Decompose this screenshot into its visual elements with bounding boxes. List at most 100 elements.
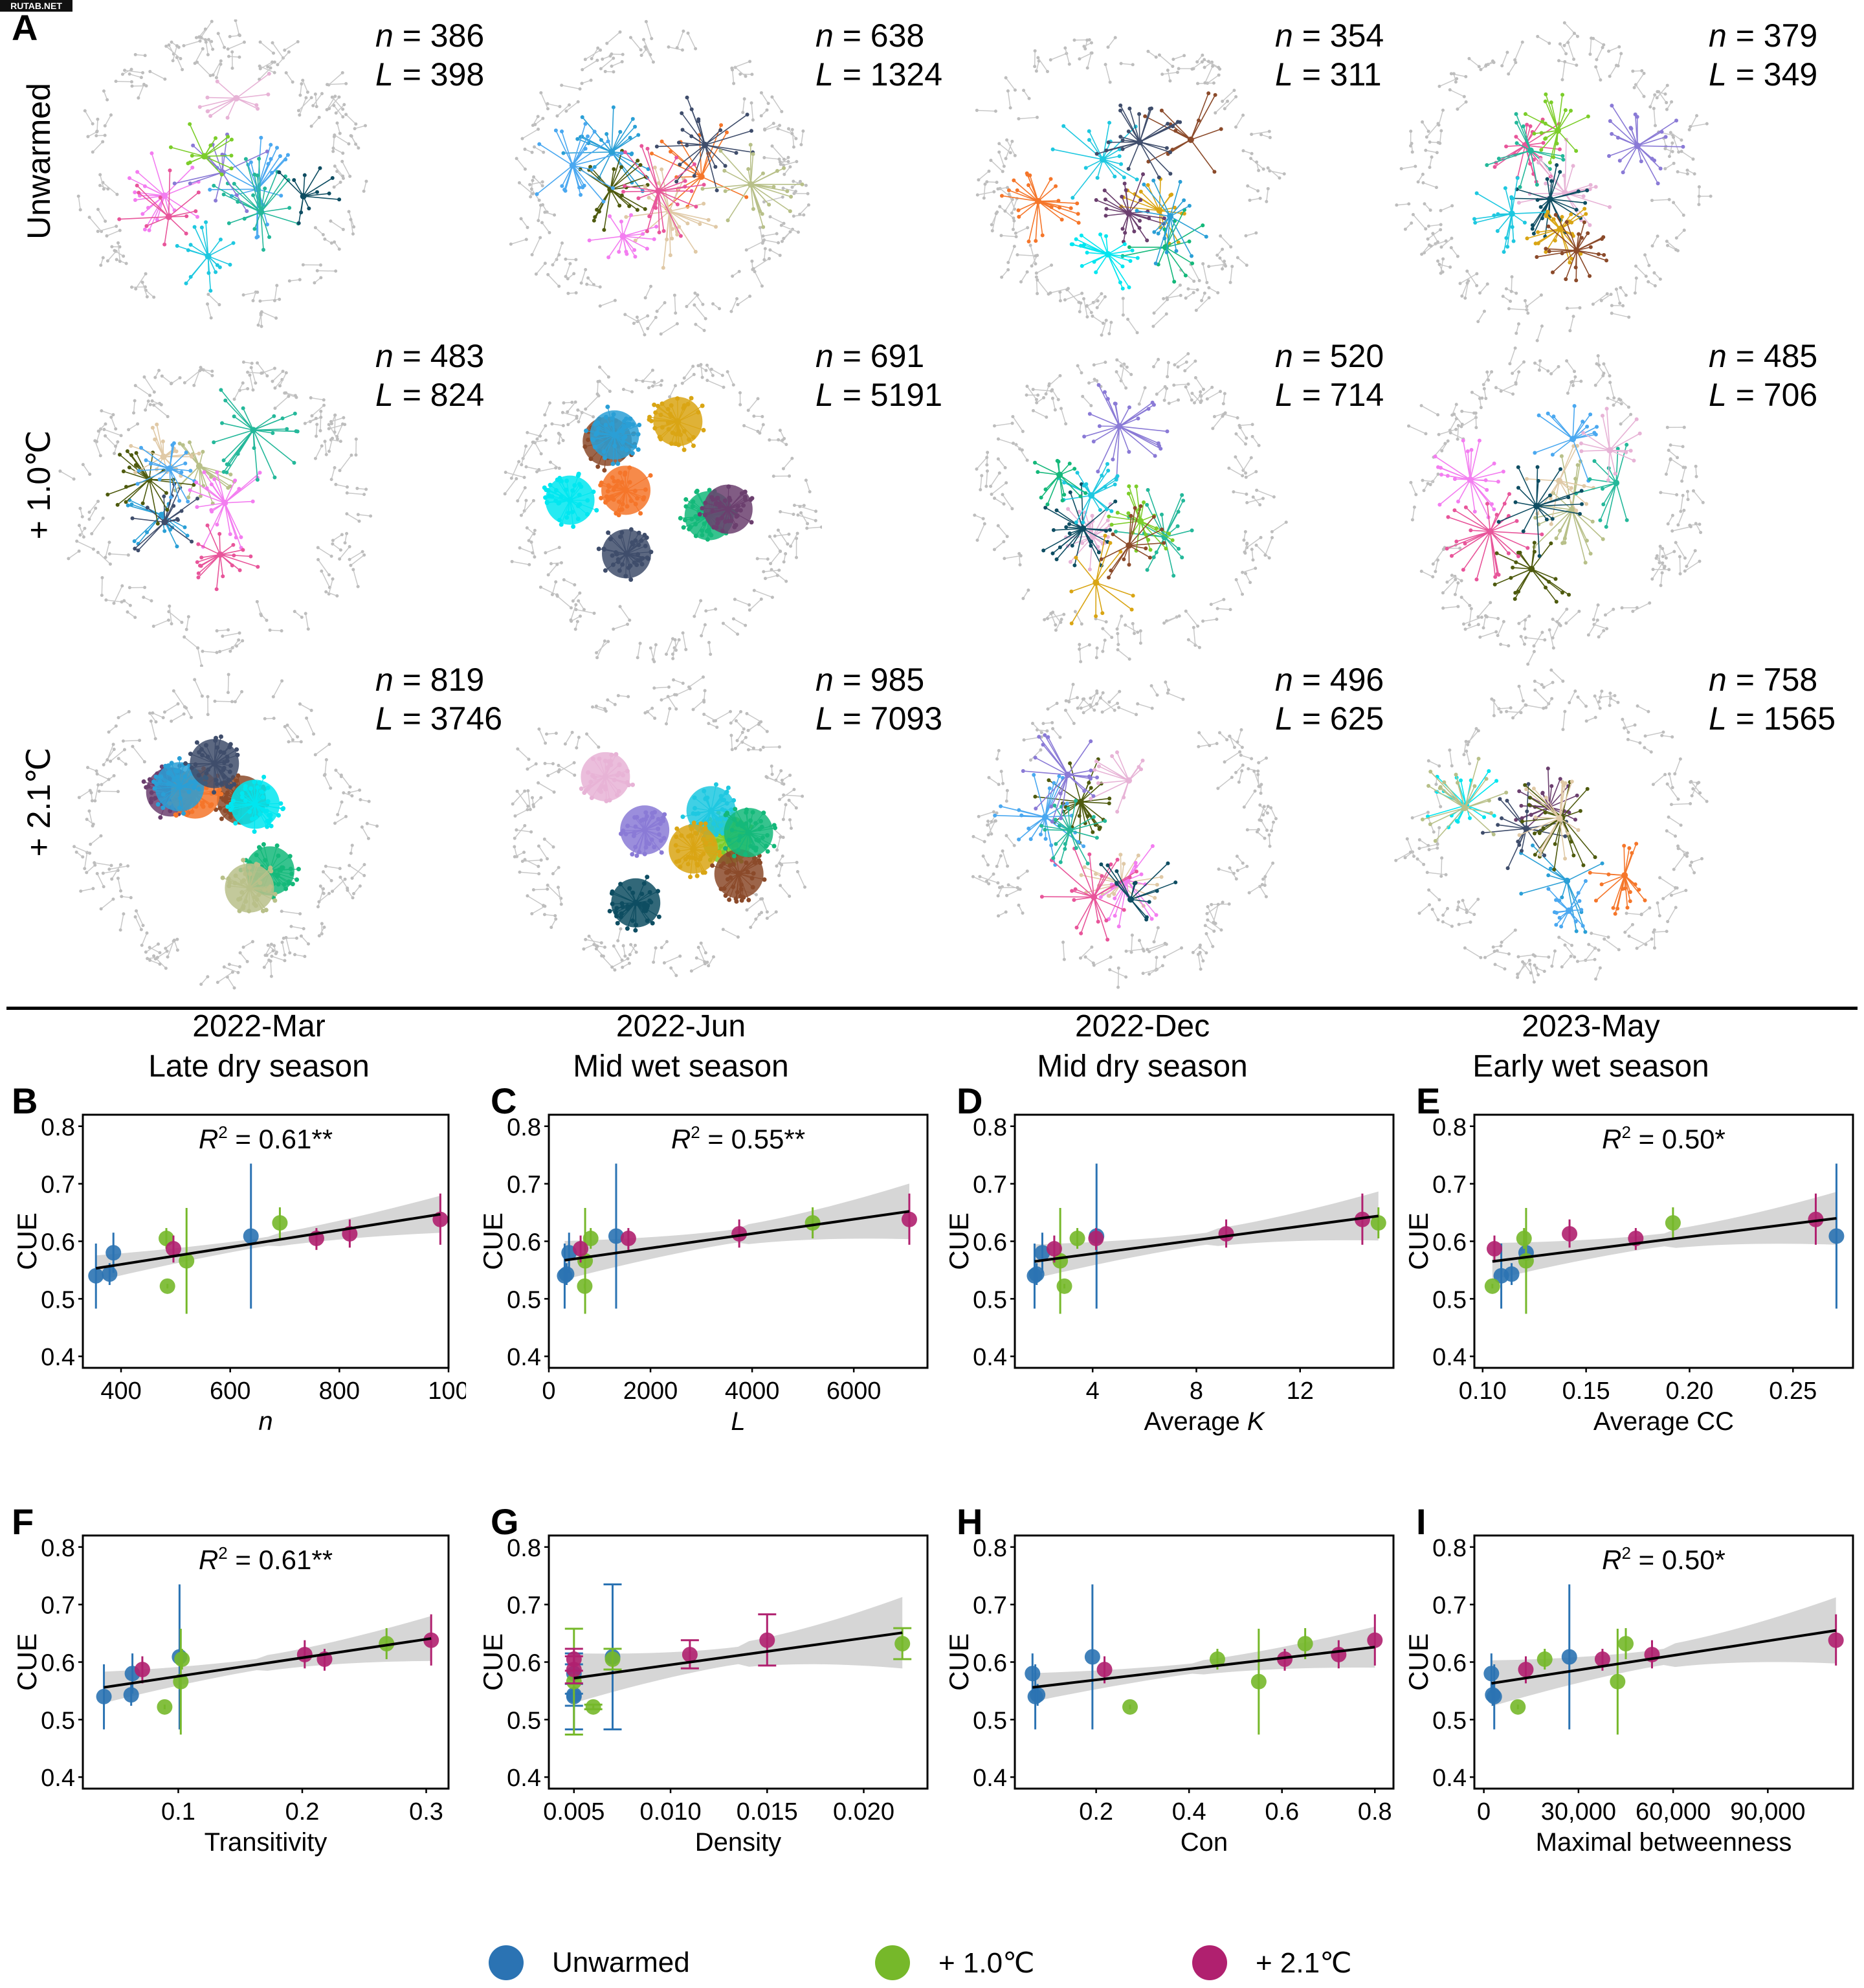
marker bbox=[620, 1231, 636, 1247]
network-module bbox=[183, 734, 240, 795]
network-stats: n = 379 L = 349 bbox=[1709, 16, 1817, 94]
section-divider bbox=[6, 1007, 1858, 1010]
marker bbox=[1250, 1673, 1267, 1690]
link-count: L = 349 bbox=[1709, 56, 1818, 93]
panel-label: C bbox=[491, 1088, 516, 1121]
co-occurrence-network bbox=[975, 36, 1286, 337]
y-tick-label: 0.4 bbox=[507, 1344, 541, 1371]
data-point bbox=[1277, 1649, 1293, 1671]
y-tick-label: 0.8 bbox=[41, 1535, 75, 1562]
network-module bbox=[700, 142, 804, 229]
data-point bbox=[165, 1235, 181, 1263]
x-tick-label: 0.2 bbox=[285, 1798, 320, 1826]
data-point bbox=[901, 1193, 917, 1245]
data-point bbox=[1518, 1207, 1534, 1314]
marker bbox=[1561, 1649, 1577, 1665]
marker bbox=[1665, 1215, 1681, 1231]
x-axis-label: L bbox=[731, 1407, 745, 1436]
y-tick-label: 0.4 bbox=[973, 1344, 1007, 1371]
marker bbox=[1030, 1687, 1046, 1703]
co-occurrence-network bbox=[511, 675, 806, 977]
panel-label-a: A bbox=[12, 7, 38, 48]
confidence-band bbox=[104, 1616, 432, 1703]
regression-line bbox=[1034, 1214, 1379, 1263]
node-count: n = 485 bbox=[1709, 338, 1818, 374]
y-tick-label: 0.5 bbox=[1432, 1707, 1467, 1734]
scatter-plot-c: C 0.4 0.5 0.6 0.7 0.8 0 2000 4000 6000 L CUE R2 = 0.… bbox=[479, 1088, 929, 1436]
data-point bbox=[88, 1244, 104, 1309]
x-tick-label: 0.15 bbox=[1562, 1378, 1610, 1405]
marker bbox=[1209, 1651, 1225, 1668]
x-tick-label: 0.020 bbox=[833, 1798, 894, 1826]
data-point bbox=[1828, 1614, 1844, 1666]
marker bbox=[423, 1632, 439, 1648]
x-tick-label: 0.005 bbox=[543, 1798, 605, 1826]
data-point bbox=[1665, 1207, 1681, 1239]
data-point bbox=[564, 1647, 583, 1672]
network-module bbox=[1089, 750, 1145, 814]
data-point bbox=[379, 1628, 395, 1660]
marker bbox=[1367, 1632, 1383, 1648]
panel-label: H bbox=[957, 1508, 982, 1542]
peripheral-edges bbox=[971, 680, 1278, 989]
data-point bbox=[159, 1278, 175, 1294]
marker bbox=[559, 1266, 575, 1282]
data-point bbox=[1485, 1684, 1501, 1706]
marker bbox=[804, 1215, 821, 1231]
marker bbox=[1331, 1646, 1347, 1662]
regression-line bbox=[1032, 1646, 1375, 1689]
column-label-jun: 2022-Jun Mid wet season bbox=[487, 1007, 875, 1087]
marker bbox=[1122, 1699, 1138, 1715]
node-count: n = 483 bbox=[375, 338, 485, 374]
data-point bbox=[272, 1207, 288, 1239]
column-season: Mid dry season bbox=[1037, 1049, 1248, 1084]
y-tick-label: 0.8 bbox=[973, 1535, 1007, 1562]
marker bbox=[1084, 1649, 1100, 1665]
network-module bbox=[188, 470, 262, 550]
marker bbox=[1354, 1211, 1370, 1227]
data-point bbox=[96, 1664, 112, 1730]
network-module bbox=[1523, 92, 1590, 165]
data-point bbox=[559, 1263, 575, 1286]
data-point bbox=[1370, 1207, 1386, 1239]
network-module bbox=[277, 166, 342, 225]
y-tick-label: 0.4 bbox=[1432, 1765, 1467, 1792]
confidence-band bbox=[96, 1196, 441, 1282]
data-point bbox=[1487, 1235, 1503, 1263]
data-point bbox=[608, 1163, 624, 1309]
x-tick-label: 0.3 bbox=[409, 1798, 443, 1826]
y-tick-label: 0.4 bbox=[41, 1765, 75, 1792]
peripheral-edges bbox=[509, 19, 810, 337]
link-count: L = 714 bbox=[1275, 377, 1384, 413]
x-tick-label: 0.8 bbox=[1358, 1798, 1392, 1826]
link-count: L = 311 bbox=[1275, 56, 1382, 93]
scatter-plot-g: G 0.4 0.5 0.6 0.7 0.8 0.005 0.010 0.015 0.020 Dens… bbox=[479, 1508, 929, 1857]
network-module bbox=[1492, 541, 1571, 604]
data-point bbox=[1122, 1699, 1138, 1715]
y-tick-label: 0.6 bbox=[1432, 1229, 1467, 1256]
y-tick-label: 0.6 bbox=[973, 1650, 1007, 1677]
confidence-band bbox=[1032, 1626, 1375, 1702]
y-tick-label: 0.4 bbox=[507, 1765, 541, 1792]
legend-dot-icon bbox=[489, 1945, 524, 1980]
r-squared-annotation: R2 = 0.50* bbox=[1602, 1543, 1725, 1575]
co-occurrence-network bbox=[58, 360, 373, 667]
node-count: n = 354 bbox=[1275, 17, 1384, 54]
scatter-plot-d: D 0.4 0.5 0.6 0.7 0.8 4 8 12 Average K CUE bbox=[945, 1088, 1395, 1436]
x-tick-label: 6000 bbox=[827, 1378, 882, 1405]
co-occurrence-network bbox=[503, 363, 822, 664]
co-occurrence-network bbox=[973, 352, 1288, 664]
link-count: L = 398 bbox=[375, 56, 485, 93]
y-tick-label: 0.8 bbox=[41, 1114, 75, 1141]
x-tick-label: 0 bbox=[542, 1378, 555, 1405]
marker bbox=[105, 1245, 122, 1261]
x-axis-label: Density bbox=[695, 1828, 781, 1857]
network-module bbox=[225, 774, 286, 834]
y-tick-label: 0.5 bbox=[973, 1707, 1007, 1734]
marker bbox=[96, 1688, 112, 1704]
network-module bbox=[1099, 861, 1178, 922]
marker bbox=[1537, 1651, 1553, 1668]
legend-dot-icon bbox=[875, 1945, 910, 1980]
y-tick-label: 0.5 bbox=[973, 1286, 1007, 1313]
co-occurrence-network bbox=[971, 680, 1278, 989]
